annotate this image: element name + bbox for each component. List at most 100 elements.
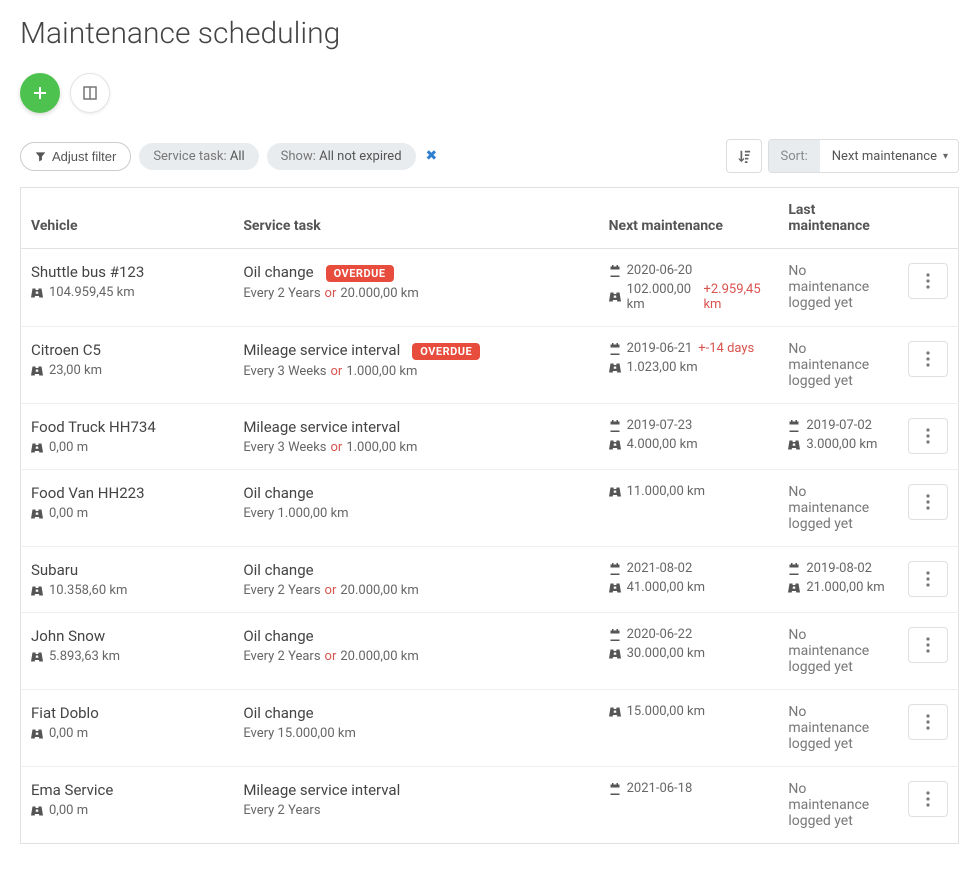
task-interval-or: 20.000,00 km (340, 286, 418, 301)
vehicle-odometer: 10.358,60 km (49, 583, 127, 598)
adjust-filter-button[interactable]: Adjust filter (20, 142, 131, 171)
road-icon (31, 585, 43, 597)
sort-caption: Sort: (769, 140, 820, 172)
road-icon (31, 442, 43, 454)
next-km: 30.000,00 km (627, 646, 705, 661)
columns-button[interactable] (70, 73, 110, 113)
overdue-badge: OVERDUE (412, 343, 480, 360)
task-interval: Every 2 Years (243, 649, 320, 664)
sort-dropdown[interactable]: Sort: Next maintenance ▾ (768, 139, 959, 173)
vehicle-name[interactable]: Food Truck HH734 (31, 418, 223, 436)
row-actions-button[interactable] (908, 341, 948, 377)
filter-pill-value: All (230, 149, 245, 164)
vehicle-name[interactable]: Ema Service (31, 781, 223, 799)
service-task-name[interactable]: Mileage service interval (243, 341, 400, 359)
table-row: Fiat Doblo 0,00 m Oil change Every 15.000… (21, 690, 959, 767)
vehicle-odometer: 0,00 m (49, 506, 88, 521)
vehicle-name[interactable]: John Snow (31, 627, 223, 645)
vehicle-odometer: 0,00 m (49, 440, 88, 455)
task-interval: Every 3 Weeks (243, 440, 326, 455)
last-date: 2019-08-02 (806, 561, 872, 576)
road-icon (609, 486, 621, 498)
service-task-name[interactable]: Mileage service interval (243, 418, 400, 436)
row-actions-button[interactable] (908, 704, 948, 740)
next-date: 2019-07-23 (627, 418, 693, 433)
service-task-name[interactable]: Oil change (243, 627, 313, 645)
row-actions-button[interactable] (908, 781, 948, 817)
task-interval-or: 1.000,00 km (346, 364, 417, 379)
row-actions-button[interactable] (908, 484, 948, 520)
vehicle-name[interactable]: Food Van HH223 (31, 484, 223, 502)
next-date-extra: +-14 days (698, 341, 754, 356)
vehicle-name[interactable]: Citroen C5 (31, 341, 223, 359)
col-header-vehicle[interactable]: Vehicle (21, 188, 234, 249)
next-km: 1.023,00 km (627, 360, 698, 375)
row-actions-button[interactable] (908, 627, 948, 663)
row-actions-button[interactable] (908, 418, 948, 454)
table-row: Ema Service 0,00 m Mileage service interv… (21, 767, 959, 844)
table-row: Citroen C5 23,00 km Mileage service inter… (21, 327, 959, 404)
filter-pill-service-task[interactable]: Service task: All (139, 143, 258, 170)
or-text: or (331, 440, 343, 455)
sort-value: Next maintenance (832, 149, 937, 164)
road-icon (788, 582, 800, 594)
row-actions-button[interactable] (908, 263, 948, 299)
service-task-name[interactable]: Oil change (243, 484, 313, 502)
road-icon (31, 728, 43, 740)
task-interval: Every 15.000,00 km (243, 726, 356, 741)
service-task-name[interactable]: Oil change (243, 561, 313, 579)
service-task-name[interactable]: Oil change (243, 704, 313, 722)
no-maintenance-text: No maintenance logged yet (788, 341, 869, 389)
service-task-name[interactable]: Mileage service interval (243, 781, 400, 799)
sort-direction-button[interactable] (726, 139, 762, 173)
col-header-next[interactable]: Next maintenance (599, 188, 779, 249)
next-km: 11.000,00 km (627, 484, 705, 499)
add-button[interactable] (20, 73, 60, 113)
vehicle-odometer: 104.959,45 km (49, 285, 135, 300)
plus-icon (32, 85, 48, 101)
caret-down-icon: ▾ (943, 151, 948, 162)
table-row: Subaru 10.358,60 kmOil change Every 2 Ye… (21, 547, 959, 613)
filter-pill-show[interactable]: Show: All not expired (267, 143, 416, 170)
next-km: 4.000,00 km (627, 437, 698, 452)
road-icon (609, 582, 621, 594)
clear-filters-button[interactable]: ✖ (426, 148, 438, 164)
task-interval-or: 20.000,00 km (340, 649, 418, 664)
road-icon (609, 706, 621, 718)
columns-icon (82, 85, 98, 101)
table-row: Food Van HH223 0,00 mOil change Every 1.… (21, 470, 959, 547)
road-icon (788, 439, 800, 451)
no-maintenance-text: No maintenance logged yet (788, 627, 869, 675)
table-row: John Snow 5.893,63 kmOil change Every 2 … (21, 613, 959, 690)
next-km-extra: +2.959,45 km (703, 282, 768, 312)
sort-icon (737, 149, 751, 163)
vehicle-name[interactable]: Shuttle bus #123 (31, 263, 223, 281)
vehicle-name[interactable]: Subaru (31, 561, 223, 579)
next-date: 2019-06-21 (627, 341, 693, 356)
task-interval-or: 1.000,00 km (346, 440, 417, 455)
next-date: 2021-08-02 (627, 561, 693, 576)
road-icon (31, 365, 43, 377)
adjust-filter-label: Adjust filter (52, 149, 116, 164)
task-interval: Every 3 Weeks (243, 364, 326, 379)
col-header-last[interactable]: Last maintenance (778, 188, 898, 249)
vehicle-odometer: 0,00 m (49, 803, 88, 818)
road-icon (31, 651, 43, 663)
vehicle-odometer: 23,00 km (49, 363, 102, 378)
next-date: 2020-06-20 (627, 263, 693, 278)
maintenance-table: Vehicle Service task Next maintenance La… (20, 187, 959, 844)
task-interval: Every 2 Years (243, 286, 320, 301)
filter-pill-label: Show: (281, 149, 316, 164)
road-icon (609, 291, 621, 303)
service-task-name[interactable]: Oil change (243, 263, 313, 281)
no-maintenance-text: No maintenance logged yet (788, 484, 869, 532)
no-maintenance-text: No maintenance logged yet (788, 263, 869, 311)
no-maintenance-text: No maintenance logged yet (788, 704, 869, 752)
col-header-task[interactable]: Service task (233, 188, 598, 249)
vehicle-odometer: 0,00 m (49, 726, 88, 741)
vehicle-name[interactable]: Fiat Doblo (31, 704, 223, 722)
or-text: or (325, 286, 337, 301)
row-actions-button[interactable] (908, 561, 948, 597)
calendar-icon (788, 563, 800, 575)
or-text: or (331, 364, 343, 379)
